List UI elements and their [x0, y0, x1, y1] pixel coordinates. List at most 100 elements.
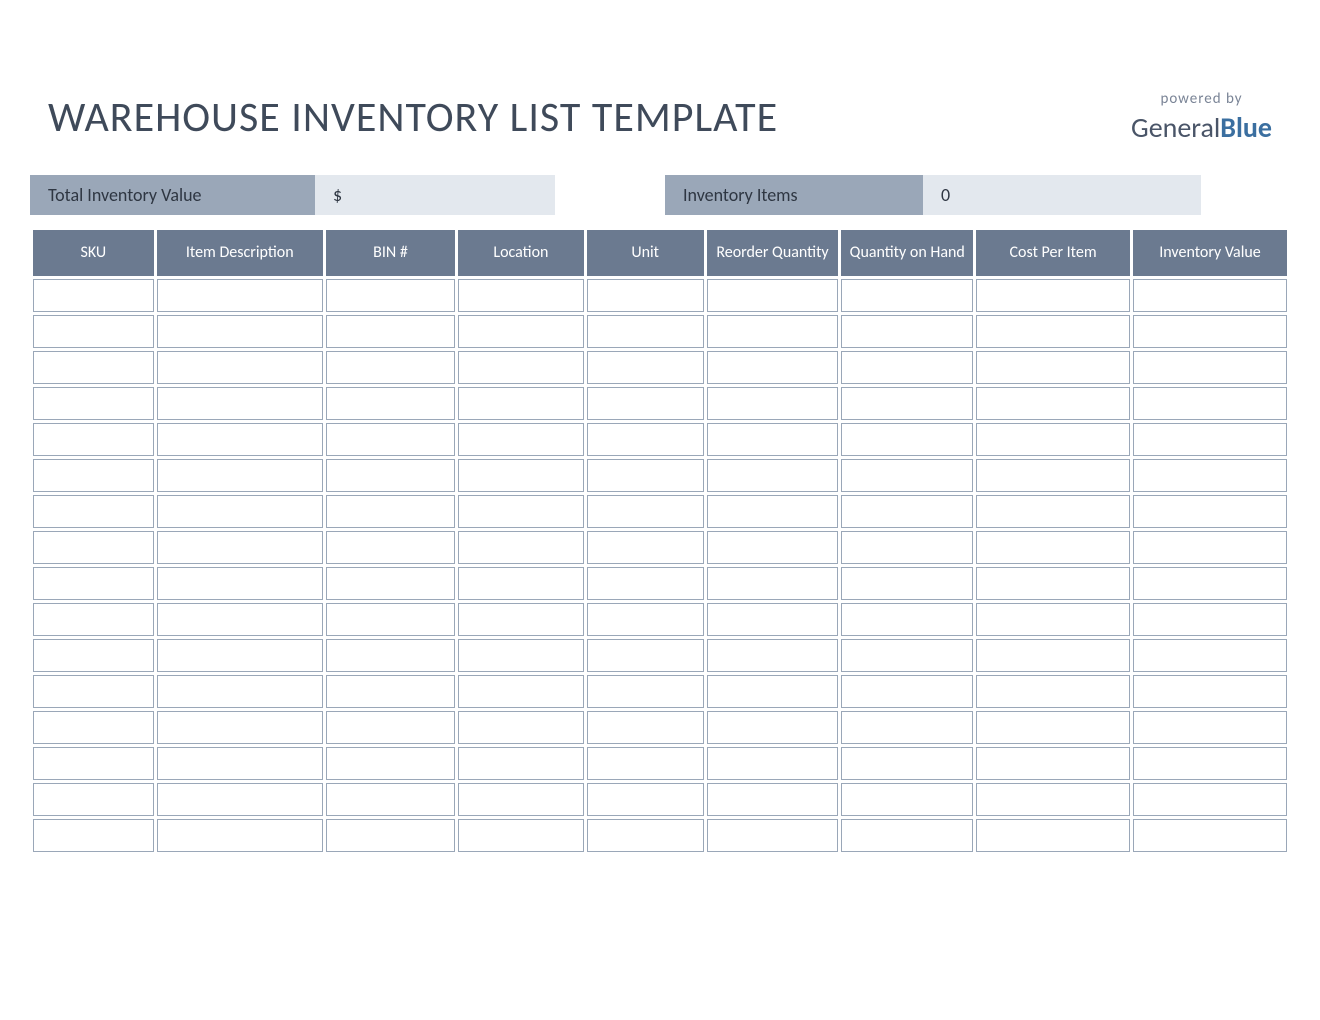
table-cell[interactable] — [707, 747, 839, 780]
table-cell[interactable] — [841, 603, 973, 636]
table-cell[interactable] — [841, 387, 973, 420]
table-cell[interactable] — [157, 567, 323, 600]
table-cell[interactable] — [326, 639, 455, 672]
table-cell[interactable] — [33, 567, 154, 600]
table-cell[interactable] — [707, 459, 839, 492]
table-cell[interactable] — [1133, 603, 1287, 636]
table-cell[interactable] — [458, 315, 584, 348]
table-cell[interactable] — [326, 711, 455, 744]
table-cell[interactable] — [841, 639, 973, 672]
table-cell[interactable] — [157, 747, 323, 780]
table-cell[interactable] — [841, 567, 973, 600]
table-cell[interactable] — [33, 351, 154, 384]
table-cell[interactable] — [587, 747, 704, 780]
table-cell[interactable] — [707, 639, 839, 672]
table-cell[interactable] — [157, 711, 323, 744]
table-cell[interactable] — [587, 315, 704, 348]
table-cell[interactable] — [1133, 711, 1287, 744]
table-cell[interactable] — [707, 783, 839, 816]
table-cell[interactable] — [707, 603, 839, 636]
table-cell[interactable] — [1133, 279, 1287, 312]
table-cell[interactable] — [33, 747, 154, 780]
table-cell[interactable] — [841, 747, 973, 780]
table-cell[interactable] — [458, 675, 584, 708]
table-cell[interactable] — [33, 279, 154, 312]
table-cell[interactable] — [326, 783, 455, 816]
table-cell[interactable] — [976, 603, 1130, 636]
table-cell[interactable] — [1133, 639, 1287, 672]
table-cell[interactable] — [458, 747, 584, 780]
table-cell[interactable] — [326, 603, 455, 636]
table-cell[interactable] — [458, 711, 584, 744]
table-cell[interactable] — [841, 315, 973, 348]
table-cell[interactable] — [707, 567, 839, 600]
table-cell[interactable] — [157, 531, 323, 564]
table-cell[interactable] — [841, 351, 973, 384]
table-cell[interactable] — [458, 783, 584, 816]
table-cell[interactable] — [841, 279, 973, 312]
table-cell[interactable] — [458, 279, 584, 312]
table-cell[interactable] — [326, 387, 455, 420]
table-cell[interactable] — [33, 675, 154, 708]
table-cell[interactable] — [33, 819, 154, 852]
table-cell[interactable] — [458, 387, 584, 420]
table-cell[interactable] — [707, 819, 839, 852]
table-cell[interactable] — [33, 603, 154, 636]
table-cell[interactable] — [707, 279, 839, 312]
table-cell[interactable] — [458, 819, 584, 852]
table-cell[interactable] — [33, 783, 154, 816]
table-cell[interactable] — [707, 423, 839, 456]
table-cell[interactable] — [1133, 495, 1287, 528]
table-cell[interactable] — [976, 279, 1130, 312]
table-cell[interactable] — [33, 459, 154, 492]
table-cell[interactable] — [1133, 567, 1287, 600]
table-cell[interactable] — [976, 495, 1130, 528]
table-cell[interactable] — [976, 747, 1130, 780]
table-cell[interactable] — [33, 315, 154, 348]
table-cell[interactable] — [976, 639, 1130, 672]
table-cell[interactable] — [157, 351, 323, 384]
table-cell[interactable] — [976, 783, 1130, 816]
table-cell[interactable] — [707, 315, 839, 348]
table-cell[interactable] — [976, 711, 1130, 744]
table-cell[interactable] — [1133, 387, 1287, 420]
table-cell[interactable] — [707, 531, 839, 564]
table-cell[interactable] — [841, 495, 973, 528]
table-cell[interactable] — [587, 603, 704, 636]
table-cell[interactable] — [157, 603, 323, 636]
table-cell[interactable] — [157, 315, 323, 348]
table-cell[interactable] — [157, 279, 323, 312]
table-cell[interactable] — [458, 567, 584, 600]
table-cell[interactable] — [33, 495, 154, 528]
table-cell[interactable] — [1133, 747, 1287, 780]
table-cell[interactable] — [33, 711, 154, 744]
table-cell[interactable] — [1133, 531, 1287, 564]
table-cell[interactable] — [458, 531, 584, 564]
table-cell[interactable] — [707, 387, 839, 420]
table-cell[interactable] — [976, 675, 1130, 708]
total-inventory-value[interactable]: $ — [315, 175, 555, 215]
table-cell[interactable] — [33, 423, 154, 456]
table-cell[interactable] — [841, 675, 973, 708]
table-cell[interactable] — [587, 351, 704, 384]
table-cell[interactable] — [33, 387, 154, 420]
table-cell[interactable] — [157, 783, 323, 816]
table-cell[interactable] — [841, 423, 973, 456]
table-cell[interactable] — [326, 495, 455, 528]
table-cell[interactable] — [587, 639, 704, 672]
table-cell[interactable] — [157, 675, 323, 708]
table-cell[interactable] — [841, 783, 973, 816]
table-cell[interactable] — [1133, 675, 1287, 708]
table-cell[interactable] — [587, 675, 704, 708]
table-cell[interactable] — [587, 819, 704, 852]
inventory-items-value[interactable]: 0 — [923, 175, 1201, 215]
table-cell[interactable] — [1133, 459, 1287, 492]
table-cell[interactable] — [1133, 783, 1287, 816]
table-cell[interactable] — [458, 603, 584, 636]
table-cell[interactable] — [1133, 819, 1287, 852]
table-cell[interactable] — [976, 531, 1130, 564]
table-cell[interactable] — [976, 387, 1130, 420]
table-cell[interactable] — [587, 567, 704, 600]
table-cell[interactable] — [326, 279, 455, 312]
table-cell[interactable] — [157, 387, 323, 420]
